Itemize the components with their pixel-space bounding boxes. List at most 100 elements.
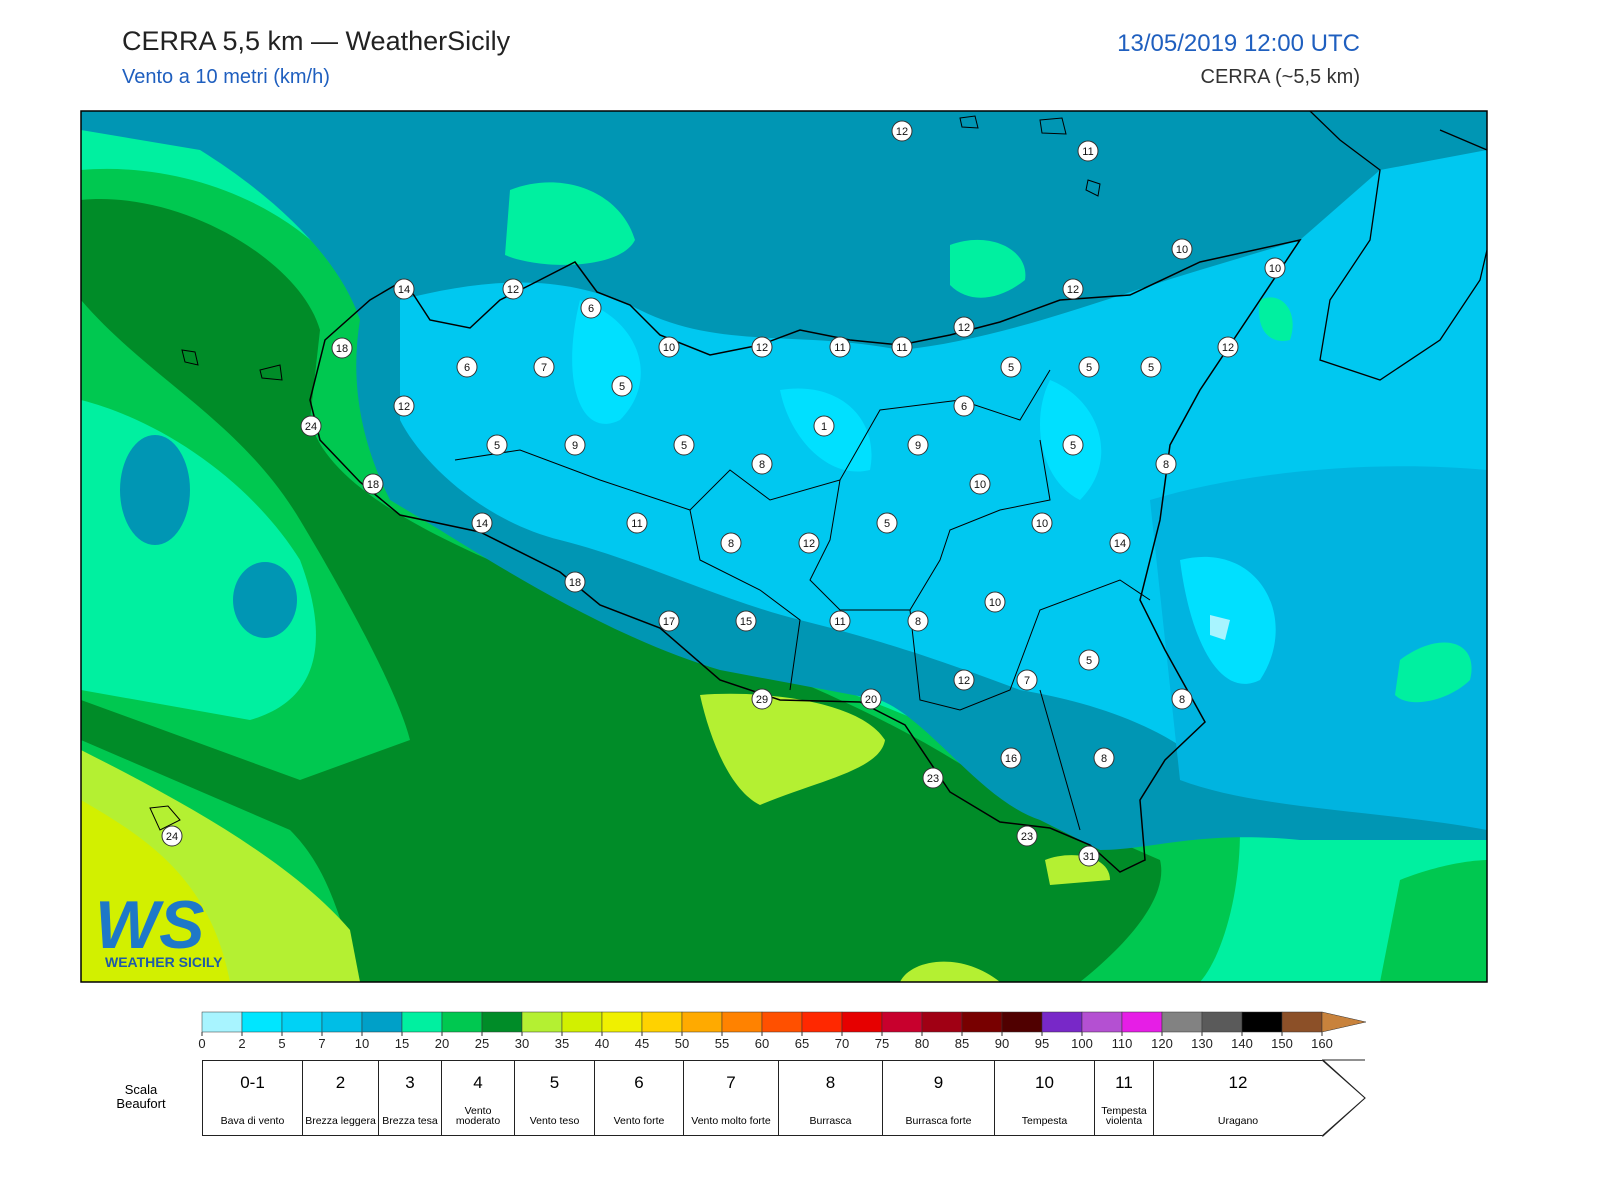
colorbar-cell — [1201, 1011, 1243, 1033]
colorbar-tick-label: 130 — [1191, 1036, 1213, 1051]
beaufort-force: 3 — [405, 1073, 415, 1092]
station-value: 14 — [398, 284, 410, 296]
colorbar-tick-label: 55 — [715, 1036, 729, 1051]
station-value: 12 — [507, 284, 519, 296]
station-marker — [471, 512, 493, 534]
station-marker — [1171, 688, 1193, 710]
beaufort-name: Vento moderato — [455, 1105, 501, 1127]
colorbar-cell — [721, 1011, 763, 1033]
station-marker — [751, 688, 773, 710]
beaufort-name: Burrasca — [809, 1115, 852, 1127]
station-value: 12 — [756, 342, 768, 354]
colorbar-tick-label: 70 — [835, 1036, 849, 1051]
station-marker — [953, 395, 975, 417]
station-value: 8 — [759, 459, 765, 471]
station-marker — [1078, 356, 1100, 378]
station-value: 5 — [494, 440, 500, 452]
beaufort-level: 12 Uragano — [1153, 1060, 1322, 1136]
station-value: 12 — [958, 322, 970, 334]
station-value: 5 — [1008, 362, 1014, 374]
beaufort-level: 0-1 Bava di vento — [202, 1060, 302, 1136]
station-marker — [1155, 453, 1177, 475]
station-value: 11 — [834, 342, 845, 354]
colorbar-tick-label: 120 — [1151, 1036, 1173, 1051]
model: CERRA (~5,5 km) — [1200, 66, 1360, 88]
logo: WS WEATHER SICILY — [95, 887, 223, 970]
beaufort-name: Brezza tesa — [382, 1115, 438, 1127]
station-value: 10 — [989, 597, 1001, 609]
colorbar-cell — [601, 1011, 643, 1033]
station-value: 18 — [336, 343, 348, 355]
station-marker — [1093, 747, 1115, 769]
beaufort-force: 5 — [549, 1073, 560, 1092]
beaufort-force: 6 — [634, 1073, 644, 1092]
colorbar-tick-label: 95 — [1035, 1036, 1049, 1051]
beaufort-name: Burrasca forte — [905, 1115, 972, 1127]
station-marker — [735, 610, 757, 632]
beaufort-level: 10 Tempesta — [994, 1060, 1094, 1136]
beaufort-name: Tempesta — [1021, 1115, 1068, 1127]
station-value: 12 — [803, 538, 815, 550]
colorbar-tick-label: 40 — [595, 1036, 609, 1051]
beaufort-level: 8 Burrasca — [778, 1060, 882, 1136]
station-marker — [876, 512, 898, 534]
station-value: 11 — [1082, 146, 1093, 158]
beaufort-level: 6 Vento forte — [594, 1060, 683, 1136]
beaufort-name: Brezza leggera — [305, 1115, 376, 1127]
station-value: 5 — [681, 440, 687, 452]
station-value: 5 — [619, 381, 625, 393]
colorbar-tick-label: 0 — [198, 1036, 205, 1051]
station-marker — [1031, 512, 1053, 534]
beaufort-level: 7 Vento molto forte — [683, 1060, 778, 1136]
station-value: 11 — [834, 616, 845, 628]
colorbar-cell — [201, 1011, 243, 1033]
station-value: 8 — [1163, 459, 1169, 471]
colorbar-cell — [1081, 1011, 1123, 1033]
station-marker — [1217, 336, 1239, 358]
station-value: 14 — [476, 518, 488, 530]
colorbar-tick-label: 45 — [635, 1036, 649, 1051]
beaufort-arrow-head — [1321, 1059, 1366, 1137]
colorbar-tick-label: 75 — [875, 1036, 889, 1051]
station-marker — [1140, 356, 1162, 378]
station-marker — [564, 434, 586, 456]
colorbar-cell — [841, 1011, 883, 1033]
colorbar-tick-label: 7 — [318, 1036, 325, 1051]
colorbar-tick-label: 85 — [955, 1036, 969, 1051]
station-value: 29 — [756, 694, 768, 706]
station-value: 10 — [974, 479, 986, 491]
beaufort-label: Scala Beaufort — [116, 1082, 166, 1111]
colorbar-cell — [561, 1011, 603, 1033]
colorbar-cell — [1041, 1011, 1083, 1033]
beaufort-level: 2 Brezza leggera — [302, 1060, 378, 1136]
station-value: 18 — [569, 577, 581, 589]
beaufort-level: 3 Brezza tesa — [378, 1060, 441, 1136]
station-marker — [393, 395, 415, 417]
colorbar-cell — [641, 1011, 683, 1033]
colorbar-tick-label: 50 — [675, 1036, 689, 1051]
station-marker — [720, 532, 742, 554]
station-value: 12 — [1222, 342, 1234, 354]
beaufort-level: 5 Vento teso — [514, 1060, 594, 1136]
station-value: 20 — [865, 694, 877, 706]
beaufort-level: 9 Burrasca forte — [882, 1060, 994, 1136]
beaufort-name: Vento molto forte — [691, 1115, 771, 1127]
colorbar-tick-label: 60 — [755, 1036, 769, 1051]
station-marker — [907, 434, 929, 456]
station-marker — [813, 415, 835, 437]
station-value: 7 — [541, 362, 547, 374]
station-value: 8 — [915, 616, 921, 628]
station-value: 23 — [927, 773, 939, 785]
station-value: 15 — [740, 616, 752, 628]
beaufort-level: 11 Tempesta violenta — [1094, 1060, 1153, 1136]
colorbar-cell — [441, 1011, 483, 1033]
beaufort-name: Bava di vento — [220, 1115, 285, 1127]
station-marker — [798, 532, 820, 554]
station-marker — [891, 336, 913, 358]
station-marker — [1078, 649, 1100, 671]
station-value: 18 — [367, 479, 379, 491]
wind-field — [81, 111, 1487, 982]
